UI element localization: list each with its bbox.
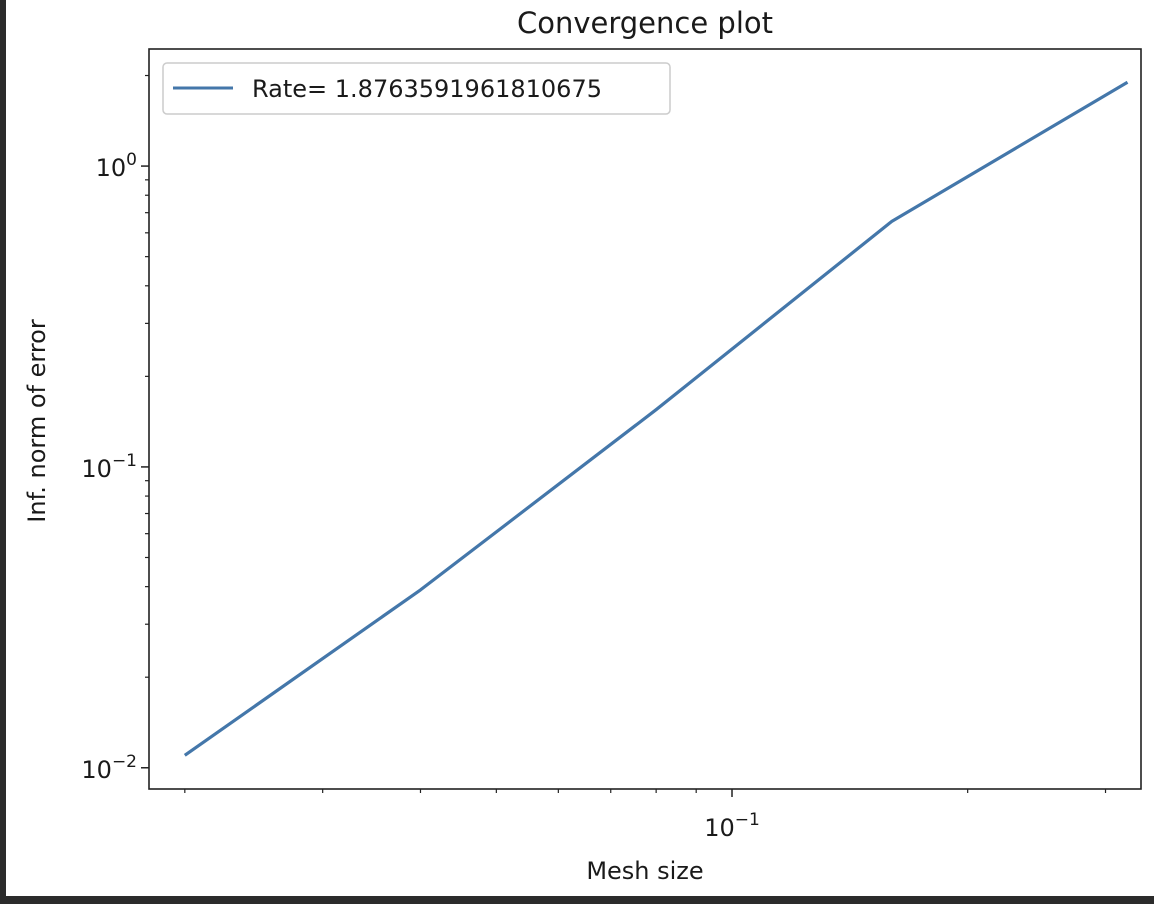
series-layer	[183, 80, 1129, 757]
legend-box	[162, 62, 671, 115]
legend: Rate= 1.8763591961810675	[162, 62, 671, 115]
bottom-edge-strip	[0, 896, 1154, 904]
y-tick-label: 100	[96, 150, 137, 182]
y-axis-ticks: 10−2 10−1 100	[81, 74, 149, 784]
y-tick-label: 10−1	[81, 451, 137, 483]
y-tick-label: 10−2	[81, 752, 137, 784]
left-edge-strip	[0, 0, 6, 904]
y-axis-label: Inf. norm of error	[23, 319, 51, 523]
chart-title: Convergence plot	[517, 6, 773, 40]
x-axis-label: Mesh size	[586, 857, 703, 885]
legend-label: Rate= 1.8763591961810675	[252, 75, 602, 103]
x-axis-ticks: 10−1	[184, 789, 1107, 842]
x-tick-label: 10−1	[704, 810, 760, 842]
series-line-0	[183, 80, 1129, 757]
